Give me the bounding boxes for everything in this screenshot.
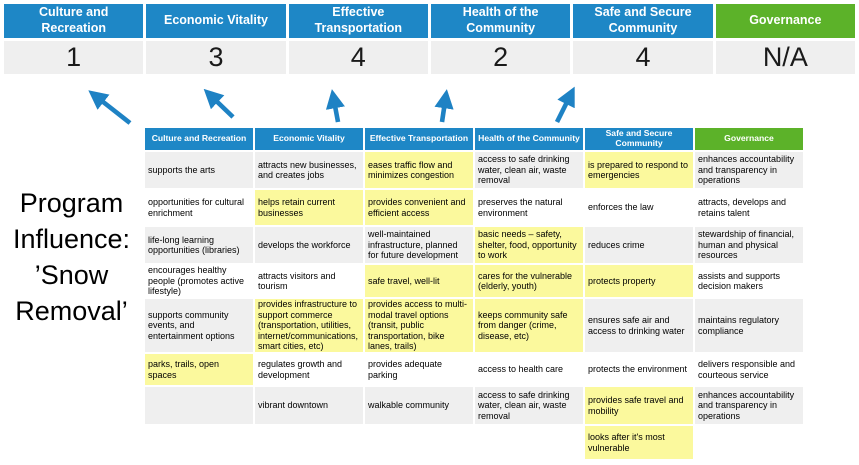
matrix-cell: delivers responsible and courteous servi…	[695, 354, 803, 385]
matrix-cell: provides convenient and efficient access	[365, 190, 473, 225]
matrix-cell: eases traffic flow and minimizes congest…	[365, 152, 473, 188]
summary-header-safe-secure-community: Safe and Secure Community	[573, 4, 713, 38]
matrix-cell: enforces the law	[585, 190, 693, 225]
matrix-cell: encourages healthy people (promotes acti…	[145, 265, 253, 297]
arrow-icon	[434, 89, 454, 123]
matrix-cell: enhances accountability and transparency…	[695, 387, 803, 424]
matrix-cell: reduces crime	[585, 227, 693, 263]
matrix-cell: cares for the vulnerable (elderly, youth…	[475, 265, 583, 297]
summary-header-culture-recreation: Culture and Recreation	[4, 4, 144, 38]
matrix-cell: looks after it's most vulnerable	[585, 426, 693, 459]
matrix-cell	[145, 387, 253, 424]
matrix-cell: access to safe drinking water, clean air…	[475, 152, 583, 188]
matrix-header: Health of the Community	[475, 128, 583, 150]
summary-header-effective-transportation: Effective Transportation	[288, 4, 428, 38]
matrix-cell: stewardship of financial, human and phys…	[695, 227, 803, 263]
matrix-cell: well-maintained infrastructure, planned …	[365, 227, 473, 263]
matrix-cell	[695, 426, 803, 459]
slide-title: Program Influence: ’Snow Removal’	[12, 188, 131, 326]
matrix-cell: ensures safe air and access to drinking …	[585, 299, 693, 352]
arrow-icon	[203, 88, 235, 119]
matrix-cell	[145, 426, 253, 459]
matrix-header: Effective Transportation	[365, 128, 473, 150]
matrix-header: Culture and Recreation	[145, 128, 253, 150]
summary-headers: Culture and Recreation Economic Vitality…	[4, 4, 855, 38]
matrix-cell: is prepared to respond to emergencies	[585, 152, 693, 188]
matrix-cell: assists and supports decision makers	[695, 265, 803, 297]
matrix-cell: keeps community safe from danger (crime,…	[475, 299, 583, 352]
matrix-cell: supports community events, and entertain…	[145, 299, 253, 352]
summary-score-safe-secure-community: 4	[573, 41, 713, 74]
matrix-header: Economic Vitality	[255, 128, 363, 150]
matrix-cell: opportunities for cultural enrichment	[145, 190, 253, 225]
summary-score-economic-vitality: 3	[146, 41, 286, 74]
matrix-cell: protects property	[585, 265, 693, 297]
matrix-cell	[255, 426, 363, 459]
matrix-cell: develops the workforce	[255, 227, 363, 263]
summary-score-governance: N/A	[715, 41, 855, 74]
matrix-header: Governance	[695, 128, 803, 150]
influence-matrix: Culture and Recreation Economic Vitality E…	[145, 128, 803, 459]
summary-header-health-community: Health of the Community	[430, 4, 571, 38]
summary-scores: 1 3 4 2 4 N/A	[4, 41, 855, 74]
matrix-cell: enhances accountability and transparency…	[695, 152, 803, 188]
matrix-cell: safe travel, well-lit	[365, 265, 473, 297]
matrix-cell	[475, 426, 583, 459]
matrix-cell: provides access to multi-modal travel op…	[365, 299, 473, 352]
summary-header-economic-vitality: Economic Vitality	[146, 4, 286, 38]
matrix-cell: protects the environment	[585, 354, 693, 385]
matrix-cell: vibrant downtown	[255, 387, 363, 424]
arrow-icon	[88, 90, 132, 125]
matrix-cell: provides safe travel and mobility	[585, 387, 693, 424]
matrix-cell: preserves the natural environment	[475, 190, 583, 225]
summary-score-culture-recreation: 1	[4, 41, 144, 74]
matrix-cell: provides infrastructure to support comme…	[255, 299, 363, 352]
summary-score-health-community: 2	[430, 41, 571, 74]
summary-score-effective-transportation: 4	[288, 41, 428, 74]
influence-arrows	[88, 86, 575, 125]
matrix-cell: parks, trails, open spaces	[145, 354, 253, 385]
arrow-icon	[325, 89, 345, 123]
matrix-cell	[365, 426, 473, 459]
matrix-cell: supports the arts	[145, 152, 253, 188]
matrix-cell: access to safe drinking water, clean air…	[475, 387, 583, 424]
matrix-cell: life-long learning opportunities (librar…	[145, 227, 253, 263]
matrix-cell: helps retain current businesses	[255, 190, 363, 225]
matrix-cell: walkable community	[365, 387, 473, 424]
matrix-cell: attracts, develops and retains talent	[695, 190, 803, 225]
matrix-cell: basic needs – safety, shelter, food, opp…	[475, 227, 583, 263]
matrix-header: Safe and Secure Community	[585, 128, 693, 150]
arrow-icon	[554, 86, 575, 124]
summary-header-governance: Governance	[715, 4, 855, 38]
matrix-cell: access to health care	[475, 354, 583, 385]
matrix-cell: attracts visitors and tourism	[255, 265, 363, 297]
matrix-cell: regulates growth and development	[255, 354, 363, 385]
matrix-cell: provides adequate parking	[365, 354, 473, 385]
matrix-cell: maintains regulatory compliance	[695, 299, 803, 352]
matrix-cell: attracts new businesses, and creates job…	[255, 152, 363, 188]
